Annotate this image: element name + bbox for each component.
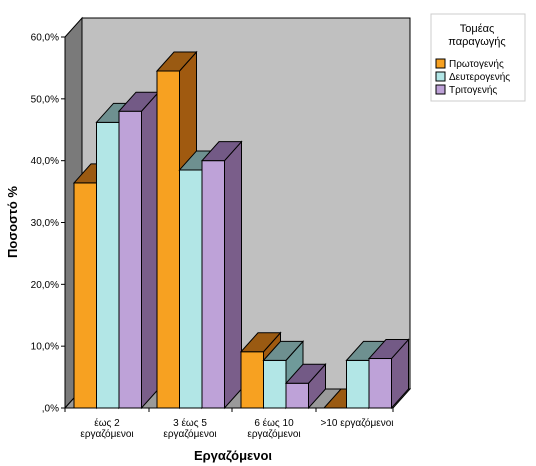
y-tick-label: ,0%: [42, 404, 59, 415]
legend-title: παραγωγής: [448, 36, 505, 48]
y-axis-title: Ποσοστό %: [5, 186, 20, 258]
legend-swatch: [435, 84, 446, 95]
bar-front: [73, 182, 97, 409]
legend-title: Τομέας: [460, 23, 495, 35]
x-tick-label: 3 έως 5 εργαζόμενοι: [163, 417, 216, 440]
bar-top: [239, 332, 282, 353]
bar-front: [201, 160, 225, 409]
x-tick-label: έως 2 εργαζόμενοι: [80, 417, 133, 440]
bar-front: [346, 359, 370, 409]
bar-top: [284, 363, 327, 384]
bar-top: [200, 141, 243, 162]
bar-front: [285, 382, 309, 409]
bar-side: [224, 140, 242, 410]
bar-top: [262, 340, 305, 361]
bar-0-2: [117, 90, 160, 410]
y-tick-label: 20,0%: [31, 280, 59, 291]
bar-front: [240, 351, 264, 409]
bar-front: [263, 359, 287, 409]
x-tick-label: >10 εργαζόμενοι: [321, 417, 394, 429]
bar-front: [118, 110, 142, 409]
legend-label: Δευτερογενής: [449, 71, 510, 83]
bar-top: [155, 51, 198, 72]
bar-3-2: [367, 338, 410, 410]
x-axis-title: Εργαζόμενοι: [194, 448, 272, 463]
x-tick-label: 6 έως 10 εργαζόμενοι: [247, 417, 300, 440]
legend-label: Πρωτογενής: [449, 58, 504, 70]
y-tick-label: 30,0%: [31, 218, 59, 229]
bar-2-2: [284, 362, 327, 410]
legend-box: [430, 13, 526, 102]
bar-side: [141, 90, 159, 410]
y-tick-label: 40,0%: [31, 156, 59, 167]
bar-front: [156, 70, 180, 409]
legend-swatch: [435, 58, 446, 69]
legend-swatch: [435, 71, 446, 82]
bar-front: [368, 358, 392, 409]
bar-1-2: [200, 140, 243, 410]
y-tick-label: 50,0%: [31, 94, 59, 105]
bar-front: [96, 121, 120, 409]
y-tick-label: 60,0%: [31, 33, 59, 44]
y-tick-label: 10,0%: [31, 342, 59, 353]
bar-top: [367, 339, 410, 360]
legend-label: Τριτογενής: [449, 84, 497, 96]
bar-front: [179, 169, 203, 409]
